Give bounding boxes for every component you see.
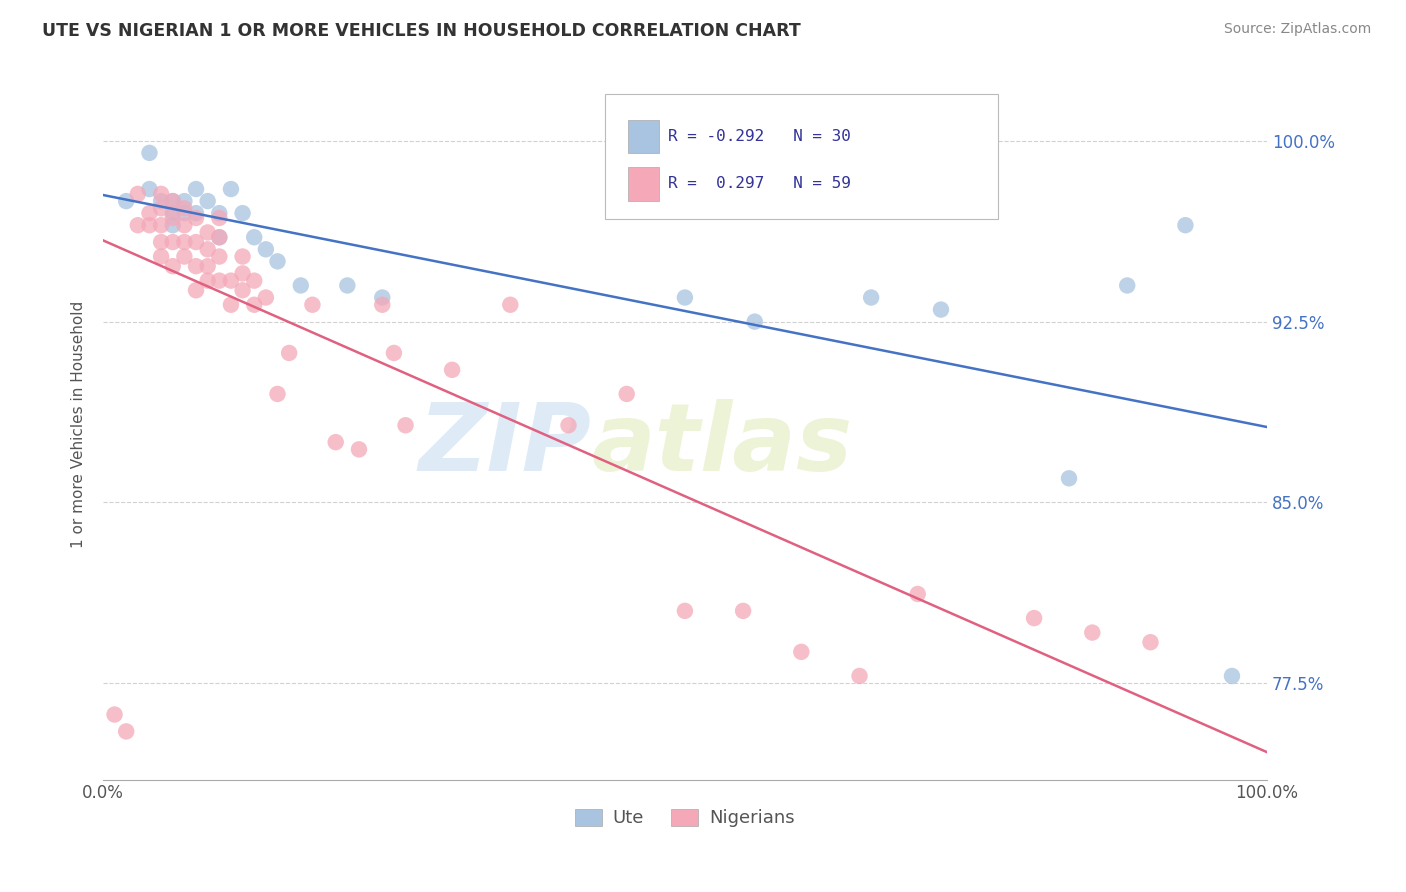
- Point: [266, 387, 288, 401]
- Text: atlas: atlas: [592, 400, 853, 491]
- Point: [325, 435, 347, 450]
- Text: ZIP: ZIP: [419, 400, 592, 491]
- Point: [162, 211, 184, 225]
- Point: [138, 218, 160, 232]
- Point: [173, 235, 195, 249]
- Point: [173, 202, 195, 216]
- Point: [115, 194, 138, 208]
- Text: UTE VS NIGERIAN 1 OR MORE VEHICLES IN HOUSEHOLD CORRELATION CHART: UTE VS NIGERIAN 1 OR MORE VEHICLES IN HO…: [42, 22, 801, 40]
- Point: [197, 274, 219, 288]
- Point: [1174, 218, 1197, 232]
- Point: [173, 218, 195, 232]
- Point: [173, 194, 195, 208]
- Point: [208, 230, 231, 244]
- Point: [790, 645, 813, 659]
- Text: R =  0.297   N = 59: R = 0.297 N = 59: [668, 177, 851, 191]
- Point: [162, 259, 184, 273]
- Point: [208, 206, 231, 220]
- Point: [232, 267, 254, 281]
- Point: [162, 235, 184, 249]
- Point: [219, 182, 242, 196]
- Point: [848, 669, 870, 683]
- Point: [150, 202, 173, 216]
- Point: [394, 418, 416, 433]
- Point: [162, 194, 184, 208]
- Point: [929, 302, 952, 317]
- Point: [673, 604, 696, 618]
- Point: [162, 218, 184, 232]
- Point: [197, 259, 219, 273]
- Point: [150, 235, 173, 249]
- Point: [197, 242, 219, 256]
- Y-axis label: 1 or more Vehicles in Household: 1 or more Vehicles in Household: [72, 301, 86, 548]
- Point: [290, 278, 312, 293]
- Point: [208, 250, 231, 264]
- Point: [184, 182, 207, 196]
- Point: [197, 226, 219, 240]
- Point: [557, 418, 579, 433]
- Point: [371, 291, 394, 305]
- Point: [1022, 611, 1045, 625]
- Point: [1116, 278, 1139, 293]
- Point: [162, 206, 184, 220]
- Point: [278, 346, 301, 360]
- Point: [266, 254, 288, 268]
- Point: [371, 298, 394, 312]
- Point: [103, 707, 125, 722]
- Point: [1220, 669, 1243, 683]
- Point: [382, 346, 405, 360]
- Point: [243, 230, 266, 244]
- Point: [173, 206, 195, 220]
- Point: [150, 186, 173, 201]
- Point: [243, 274, 266, 288]
- Point: [138, 182, 160, 196]
- Point: [860, 291, 883, 305]
- Point: [254, 242, 277, 256]
- Point: [499, 298, 522, 312]
- Point: [173, 250, 195, 264]
- Point: [1081, 625, 1104, 640]
- Point: [733, 604, 755, 618]
- Text: R = -0.292   N = 30: R = -0.292 N = 30: [668, 129, 851, 144]
- Point: [232, 206, 254, 220]
- Point: [115, 724, 138, 739]
- Point: [254, 291, 277, 305]
- Point: [208, 230, 231, 244]
- Point: [127, 218, 149, 232]
- Point: [616, 387, 638, 401]
- Point: [243, 298, 266, 312]
- Point: [197, 194, 219, 208]
- Point: [184, 259, 207, 273]
- Point: [208, 211, 231, 225]
- Legend: Ute, Nigerians: Ute, Nigerians: [568, 801, 801, 835]
- Text: Source: ZipAtlas.com: Source: ZipAtlas.com: [1223, 22, 1371, 37]
- Point: [150, 194, 173, 208]
- Point: [162, 194, 184, 208]
- Point: [907, 587, 929, 601]
- Point: [184, 235, 207, 249]
- Point: [208, 274, 231, 288]
- Point: [673, 291, 696, 305]
- Point: [138, 206, 160, 220]
- Point: [219, 298, 242, 312]
- Point: [232, 250, 254, 264]
- Point: [744, 315, 766, 329]
- Point: [150, 218, 173, 232]
- Point: [184, 211, 207, 225]
- Point: [150, 250, 173, 264]
- Point: [441, 363, 464, 377]
- Point: [301, 298, 323, 312]
- Point: [184, 206, 207, 220]
- Point: [138, 145, 160, 160]
- Point: [1057, 471, 1080, 485]
- Point: [219, 274, 242, 288]
- Point: [184, 283, 207, 297]
- Point: [347, 442, 370, 457]
- Point: [127, 186, 149, 201]
- Point: [232, 283, 254, 297]
- Point: [336, 278, 359, 293]
- Point: [1139, 635, 1161, 649]
